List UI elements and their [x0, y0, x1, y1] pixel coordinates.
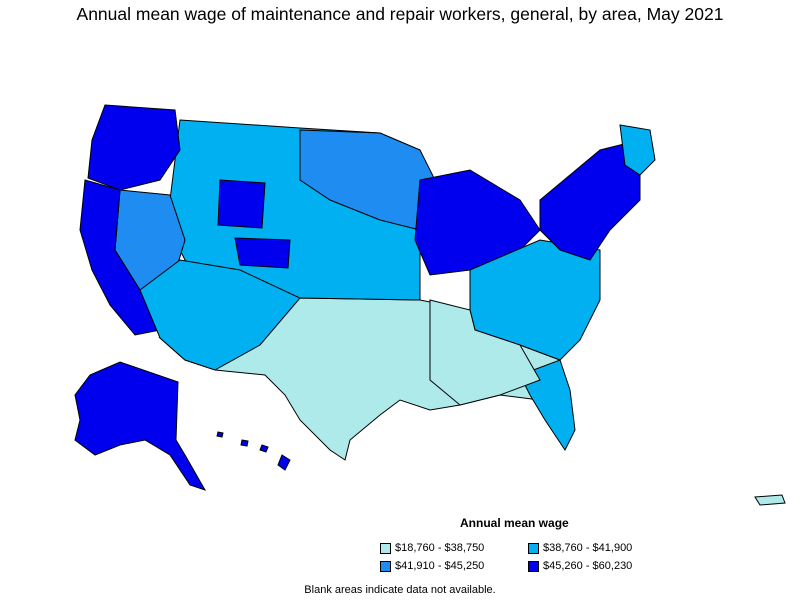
footnote: Blank areas indicate data not available. — [304, 584, 496, 596]
legend-swatch-4 — [528, 560, 539, 572]
legend-swatch-1 — [380, 542, 391, 554]
map-legend: Annual mean wage $18,760 - $38,750 $38,7… — [380, 516, 680, 572]
legend-label-2: $38,760 - $41,900 — [543, 542, 633, 554]
region-colorado[interactable] — [234, 237, 291, 269]
legend-title: Annual mean wage — [460, 516, 569, 530]
legend-swatch-3 — [380, 560, 391, 572]
region-hawaii[interactable] — [216, 431, 291, 471]
map-title: Annual mean wage of maintenance and repa… — [76, 4, 724, 24]
region-wyoming[interactable] — [217, 179, 266, 229]
region-california[interactable] — [79, 179, 161, 336]
legend-label-4: $45,260 - $60,230 — [543, 560, 633, 572]
region-alaska[interactable] — [74, 361, 207, 491]
region-southwest[interactable] — [139, 259, 301, 371]
legend-item-1: $18,760 - $38,750 — [380, 542, 528, 554]
legend-swatch-2 — [528, 542, 539, 554]
legend-item-2: $38,760 - $41,900 — [528, 542, 668, 554]
region-puerto-rico[interactable] — [754, 494, 786, 506]
region-pacific-northwest[interactable] — [87, 104, 181, 191]
legend-item-4: $45,260 - $60,230 — [528, 560, 668, 572]
legend-label-3: $41,910 - $45,250 — [395, 560, 485, 572]
legend-item-3: $41,910 - $45,250 — [380, 560, 528, 572]
region-maine[interactable] — [619, 124, 656, 176]
region-gulf-south[interactable] — [429, 299, 541, 406]
legend-label-1: $18,760 - $38,750 — [395, 542, 485, 554]
region-northeast[interactable] — [539, 139, 641, 261]
